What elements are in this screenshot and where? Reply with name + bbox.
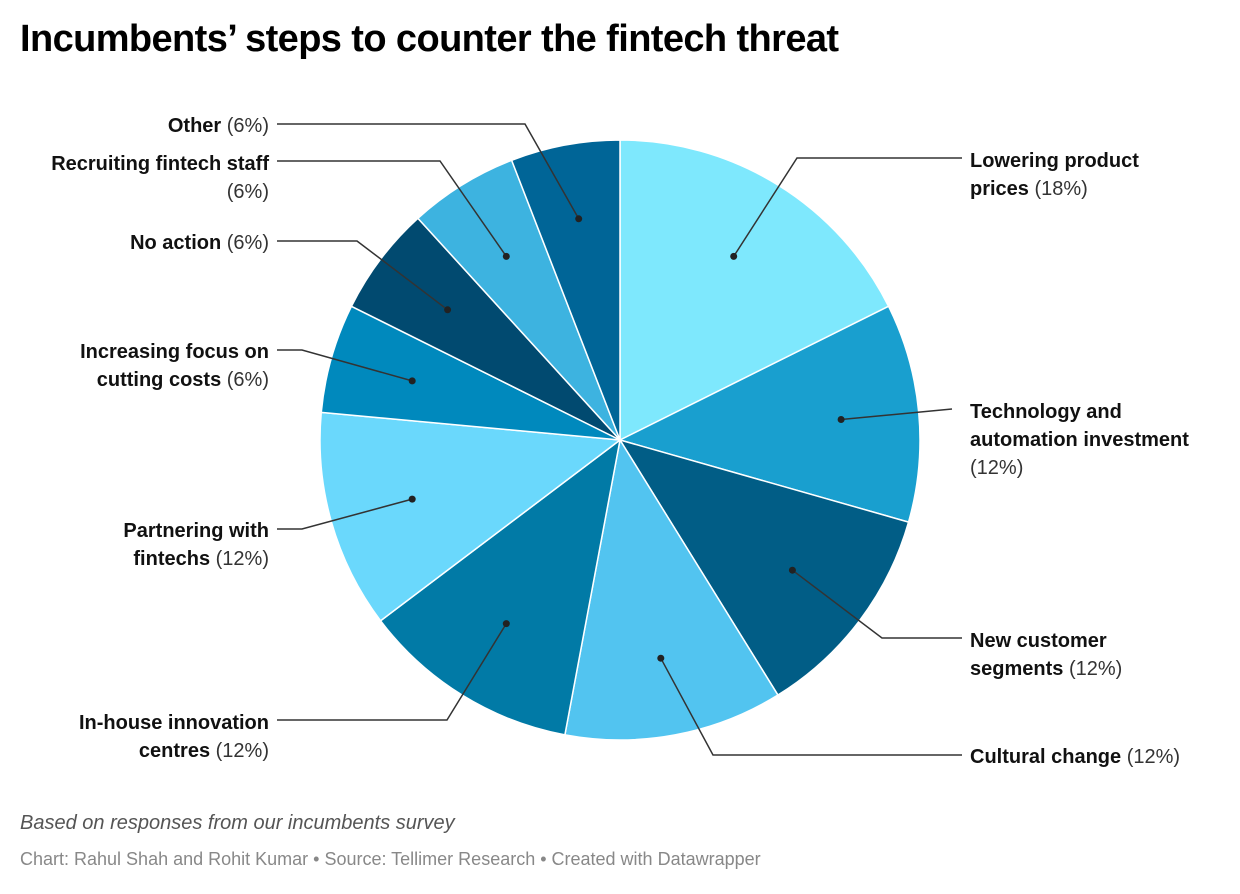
leader-line	[733, 157, 962, 257]
pie-slice	[319, 411, 621, 622]
slice-label: Other (6%)	[168, 115, 269, 137]
leader-line	[277, 160, 507, 257]
leader-dot	[502, 252, 510, 260]
pie-slice	[564, 439, 779, 741]
pie-slice	[619, 139, 890, 441]
chart-note: Based on responses from our incumbents s…	[20, 812, 455, 834]
leader-dot	[837, 416, 845, 423]
leader-dot	[444, 306, 452, 314]
slice-label: In-house innovation centres (12%)	[79, 712, 269, 762]
leader-line	[660, 657, 962, 756]
leader-line	[277, 623, 507, 721]
leader-line	[277, 349, 413, 382]
chart-footer: Chart: Rahul Shah and Rohit Kumar • Sour…	[20, 849, 761, 869]
leader-dot	[657, 654, 665, 662]
leader-dot	[730, 252, 738, 260]
slice-label: Partnering with fintechs (12%)	[123, 520, 269, 570]
leader-dot	[575, 215, 583, 223]
slice-label: Lowering product prices (18%)	[970, 150, 1139, 200]
slice-label: Technology and automation investment (12%)	[970, 401, 1189, 479]
slice-label: New customer segments (12%)	[970, 630, 1122, 680]
slice-label: Increasing focus on cutting costs (6%)	[80, 341, 269, 391]
leader-line	[791, 569, 962, 639]
leader-line	[841, 408, 953, 421]
leader-dot	[408, 495, 416, 503]
leader-dot	[788, 566, 796, 574]
leader-line	[277, 498, 413, 530]
leader-dot	[408, 377, 416, 385]
pie-slice	[510, 139, 621, 441]
slice-label: Recruiting fintech staff (6%)	[51, 153, 269, 203]
leader-dot	[502, 620, 510, 628]
pie-slices	[319, 139, 921, 741]
leader-line	[277, 123, 580, 220]
slice-label: No action (6%)	[130, 232, 269, 254]
chart-title: Incumbents’ steps to counter the fintech…	[20, 18, 839, 60]
slice-label: Cultural change (12%)	[970, 746, 1180, 768]
pie-labels: Lowering product prices (18%) Technology a…	[51, 115, 1189, 768]
leader-line	[277, 240, 449, 311]
